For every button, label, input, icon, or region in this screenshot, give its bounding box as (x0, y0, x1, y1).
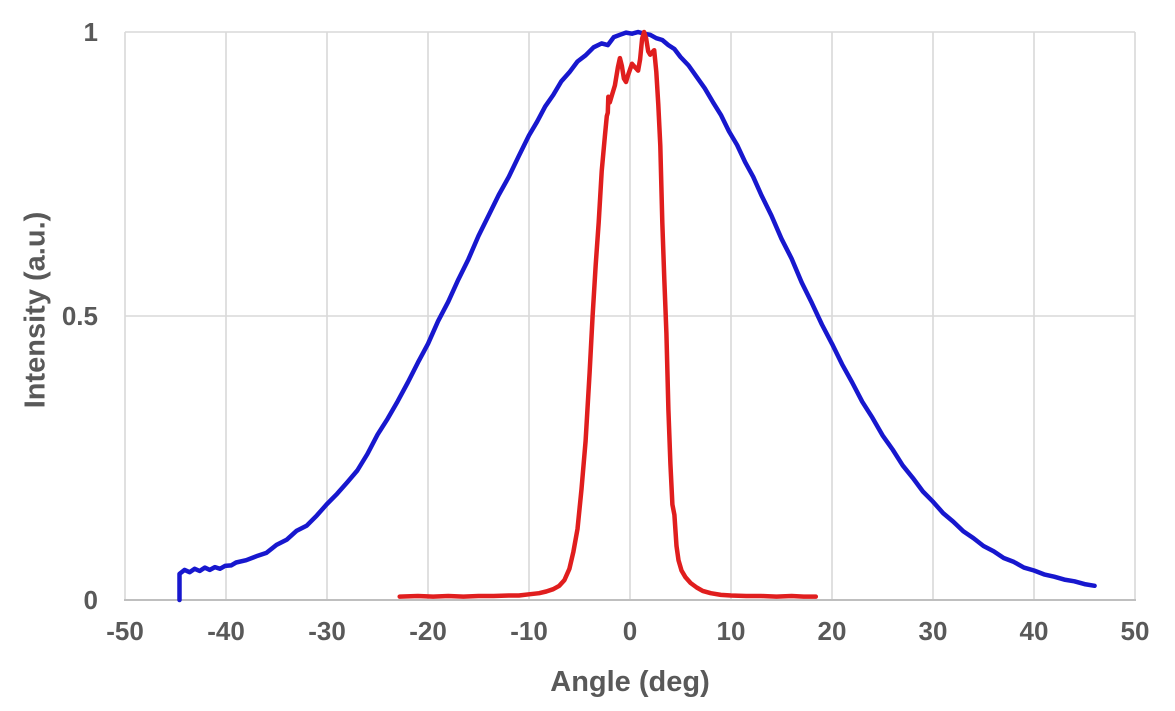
y-axis-tick-label: 0.5 (61, 301, 98, 331)
x-axis-tick-label: -30 (308, 616, 346, 646)
y-axis-tick-label: 0 (83, 585, 98, 615)
x-axis-tick-label: 0 (622, 616, 638, 646)
x-axis-tick-label: -40 (207, 616, 245, 646)
x-axis-tick-label: -50 (106, 616, 144, 646)
y-axis-title: Intensity (a.u.) (19, 211, 52, 409)
x-axis-tick-label: -20 (409, 616, 447, 646)
x-axis-tick-label: 20 (817, 616, 847, 646)
x-axis-tick-label: 40 (1019, 616, 1049, 646)
y-axis-tick-label: 1 (83, 17, 98, 47)
x-axis-tick-label: 30 (918, 616, 948, 646)
x-axis-title: Angle (deg) (550, 666, 710, 698)
x-axis-tick-label: 10 (716, 616, 746, 646)
blue-broad-profile-line (177, 29, 1097, 603)
red-narrow-profile-line (397, 29, 819, 599)
x-axis-tick-label: -10 (510, 616, 548, 646)
x-axis-tick-label: 50 (1120, 616, 1150, 646)
